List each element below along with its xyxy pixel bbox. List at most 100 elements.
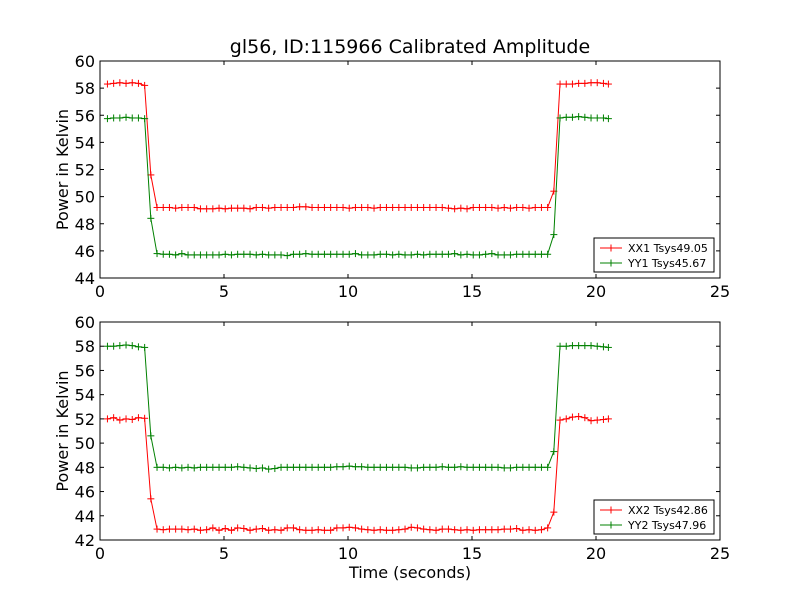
- data-point: [500, 203, 508, 211]
- data-point: [289, 463, 297, 471]
- data-point: [432, 463, 440, 471]
- data-point: [134, 114, 142, 122]
- data-point: [556, 416, 564, 424]
- y-tick-label: 54: [75, 386, 95, 405]
- x-tick-label: 0: [95, 282, 105, 301]
- data-point: [562, 415, 570, 423]
- data-point: [327, 526, 335, 534]
- data-point: [190, 203, 198, 211]
- data-point: [593, 416, 601, 424]
- y-tick-label: 60: [75, 313, 95, 332]
- data-point: [469, 526, 477, 534]
- data-point: [190, 525, 198, 533]
- data-point: [221, 524, 229, 532]
- data-point: [184, 203, 192, 211]
- data-point: [147, 495, 155, 503]
- data-point: [519, 463, 527, 471]
- legend-label: XX2 Tsys42.86: [628, 504, 708, 517]
- data-point: [116, 342, 124, 350]
- data-point: [575, 79, 583, 87]
- data-point: [451, 463, 459, 471]
- data-point: [172, 204, 180, 212]
- data-point: [389, 251, 397, 259]
- data-point: [128, 415, 136, 423]
- data-point: [320, 526, 328, 534]
- y-tick-label: 44: [75, 507, 95, 526]
- data-point: [364, 463, 372, 471]
- data-point: [258, 524, 266, 532]
- y-tick-label: 60: [75, 52, 95, 71]
- data-point: [252, 251, 260, 259]
- data-point: [531, 526, 539, 534]
- x-tick-label: 25: [710, 544, 730, 563]
- data-point: [581, 79, 589, 87]
- data-point: [221, 463, 229, 471]
- data-point: [165, 250, 173, 258]
- data-point: [116, 416, 124, 424]
- data-point: [457, 204, 465, 212]
- data-point: [401, 525, 409, 533]
- bottom-subplot: 0 5 10 15 20 25 42 44 46 48 50 52 54 56 58 60 Power in K…: [53, 313, 730, 582]
- data-point: [395, 526, 403, 534]
- data-point: [122, 113, 130, 121]
- data-point: [271, 251, 279, 259]
- data-point: [438, 203, 446, 211]
- data-point: [389, 526, 397, 534]
- data-point: [351, 524, 359, 532]
- data-point: [203, 526, 211, 534]
- data-point: [426, 463, 434, 471]
- data-point: [568, 113, 576, 121]
- data-point: [544, 463, 552, 471]
- data-point: [562, 113, 570, 121]
- data-point: [426, 203, 434, 211]
- data-point: [500, 464, 508, 472]
- data-point: [370, 204, 378, 212]
- data-point: [444, 250, 452, 258]
- data-point: [599, 343, 607, 351]
- data-point: [575, 113, 583, 121]
- data-point: [401, 251, 409, 259]
- data-point: [531, 203, 539, 211]
- data-point: [432, 250, 440, 258]
- data-point: [296, 203, 304, 211]
- data-point: [358, 525, 366, 533]
- data-point: [351, 203, 359, 211]
- data-point: [457, 463, 465, 471]
- data-point: [314, 250, 322, 258]
- data-point: [159, 526, 167, 534]
- data-point: [506, 204, 514, 212]
- x-tick-label: 15: [462, 282, 482, 301]
- data-point: [345, 250, 353, 258]
- data-point: [407, 203, 415, 211]
- y-tick-label: 42: [75, 531, 95, 550]
- data-point: [196, 251, 204, 259]
- data-point: [227, 526, 235, 534]
- data-point: [308, 203, 316, 211]
- data-point: [153, 463, 161, 471]
- y-tick-label: 58: [75, 337, 95, 356]
- data-point: [482, 463, 490, 471]
- data-point: [438, 250, 446, 258]
- y-tick-label: 52: [75, 161, 95, 180]
- data-point: [420, 251, 428, 259]
- data-point: [500, 525, 508, 533]
- data-point: [289, 250, 297, 258]
- data-point: [339, 203, 347, 211]
- legend: XX1 Tsys49.05 YY1 Tsys45.67: [593, 237, 715, 273]
- data-point: [128, 79, 136, 87]
- data-point: [246, 464, 254, 472]
- data-point: [370, 526, 378, 534]
- data-point: [395, 203, 403, 211]
- data-point: [345, 204, 353, 212]
- x-tick-label: 15: [462, 544, 482, 563]
- data-point: [581, 342, 589, 350]
- data-point: [413, 464, 421, 472]
- data-point: [128, 114, 136, 122]
- data-point: [407, 251, 415, 259]
- y-tick-label: 46: [75, 242, 95, 261]
- data-point: [525, 463, 533, 471]
- data-point: [227, 463, 235, 471]
- data-point: [184, 526, 192, 534]
- data-point: [246, 205, 254, 213]
- data-point: [544, 250, 552, 258]
